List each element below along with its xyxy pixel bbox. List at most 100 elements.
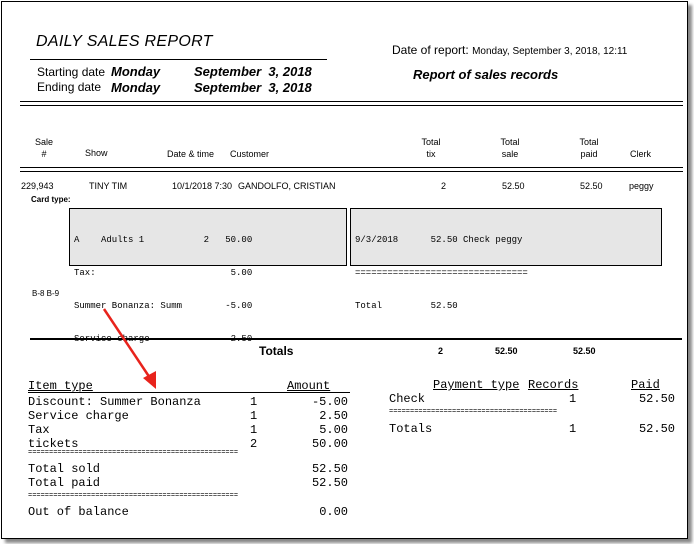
total-sold-row: Total sold 52.50 [28, 462, 350, 476]
report-subtitle: Report of sales records [413, 67, 559, 82]
record-paid: 52.50 [580, 181, 603, 191]
item-summary-row: Tax 1 5.00 [28, 423, 350, 437]
header-rule-bottom [20, 105, 683, 106]
total-sold-value: 52.50 [311, 462, 348, 476]
payment-summary-header: Payment type Records Paid [389, 378, 677, 394]
title-rule [30, 59, 327, 60]
items-box: A Adults 1 2 50.00 Tax: 5.00 Summer Bona… [69, 208, 347, 344]
col-sale-line2: # [41, 149, 47, 159]
arrow-shaft [102, 308, 154, 382]
total-paid-value: 52.50 [311, 476, 348, 490]
payment-totals-records: 1 [569, 422, 577, 436]
item-summary-row: tickets 2 50.00 [28, 437, 350, 451]
col-total-paid-line1: Total [579, 137, 599, 147]
payment-paid: 52.50 [638, 392, 675, 406]
item-count: 1 [250, 395, 258, 409]
item-count: 1 [250, 423, 258, 437]
out-of-balance-value: 0.00 [319, 505, 348, 519]
item-separator-2: ========================================… [28, 492, 239, 500]
item-name: Service charge [28, 409, 129, 423]
ending-date: September 3, 2018 [194, 80, 312, 95]
payment-summary-row: Check 1 52.50 [389, 392, 677, 406]
report-page [1, 1, 688, 539]
col-date-time: Date & time [167, 149, 215, 159]
payment-totals-row: Totals 1 52.50 [389, 422, 677, 436]
item-name: tickets [28, 437, 79, 451]
payment-line: ================================ [355, 268, 528, 278]
record-tix: 2 [441, 181, 447, 191]
item-amount: 2.50 [319, 409, 348, 423]
ending-date-label: Ending date [37, 80, 102, 94]
total-paid-row: Total paid 52.50 [28, 476, 350, 490]
payments-list: 9/3/2018 52.50 Check peggy =============… [351, 209, 661, 334]
col-sale: Sale # [32, 136, 56, 160]
col-total-paid: Total paid [574, 136, 604, 160]
col-total-tix: Total tix [416, 136, 446, 160]
item-count: 2 [250, 437, 258, 451]
col-customer: Customer [230, 149, 270, 159]
payments-box: 9/3/2018 52.50 Check peggy =============… [350, 208, 662, 311]
total-sold-label: Total sold [28, 462, 101, 476]
item-type-heading: Item type [28, 379, 93, 393]
item-summary-header: Item type Amount [28, 379, 350, 395]
item-amount: 5.00 [319, 423, 348, 437]
payment-separator: ======================================== [389, 408, 558, 416]
col-show: Show [85, 148, 108, 158]
seat-numbers: B-8 B-9 [32, 289, 60, 298]
report-title: DAILY SALES REPORT [36, 33, 213, 50]
record-clerk: peggy [629, 181, 654, 191]
item-summary-header-rule [28, 392, 350, 393]
totals-sale: 52.50 [495, 346, 518, 356]
payment-totals-label: Totals [389, 422, 433, 436]
col-total-sale: Total sale [495, 136, 525, 160]
annotation-arrow [102, 308, 156, 389]
header-rule-top [20, 101, 683, 102]
amount-heading: Amount [287, 379, 331, 393]
item-summary-row: Service charge 1 2.50 [28, 409, 350, 423]
out-of-balance-label: Out of balance [28, 505, 129, 519]
totals-label: Totals [259, 344, 294, 358]
col-total-sale-line1: Total [500, 137, 520, 147]
date-of-report-value: Monday, September 3, 2018, 12:11 [472, 46, 628, 57]
item-line: Tax: 5.00 [74, 268, 253, 278]
starting-day: Monday [111, 64, 161, 79]
payment-type: Check [389, 392, 426, 406]
payment-type-heading: Payment type [433, 378, 520, 392]
paid-heading: Paid [631, 378, 660, 392]
payment-line: 9/3/2018 52.50 Check peggy [355, 235, 523, 245]
col-total-sale-line2: sale [501, 149, 519, 159]
item-line: Summer Bonanza: Summ -5.00 [74, 301, 253, 311]
item-name: Discount: Summer Bonanza [28, 395, 201, 409]
item-summary-rows: Discount: Summer Bonanza 1 -5.00 Service… [28, 395, 350, 451]
column-rule-top [20, 167, 683, 168]
payment-totals-paid: 52.50 [638, 422, 675, 436]
item-amount: 50.00 [311, 437, 348, 451]
column-rule-bottom [20, 171, 683, 172]
out-of-balance-row: Out of balance 0.00 [28, 505, 350, 519]
payment-line: Total 52.50 [355, 301, 458, 311]
total-paid-label: Total paid [28, 476, 101, 490]
starting-date: September 3, 2018 [194, 64, 312, 79]
item-separator-1: ========================================… [28, 449, 239, 457]
date-of-report: Date of report: Monday, September 3, 201… [392, 43, 627, 57]
date-of-report-label: Date of report: [392, 43, 469, 57]
col-total-tix-line2: tix [426, 149, 436, 159]
item-summary-row: Discount: Summer Bonanza 1 -5.00 [28, 395, 350, 409]
payment-records: 1 [569, 392, 577, 406]
item-amount: -5.00 [311, 395, 348, 409]
totals-rule [30, 338, 682, 340]
item-count: 1 [250, 409, 258, 423]
card-type-label: Card type: [31, 195, 71, 204]
item-name: Tax [28, 423, 50, 437]
totals-tix: 2 [438, 346, 444, 356]
record-sale-number: 229,943 [21, 181, 54, 191]
record-customer: GANDOLFO, CRISTIAN [238, 181, 336, 191]
col-total-tix-line1: Total [421, 137, 441, 147]
arrow-head [143, 371, 156, 389]
starting-date-label: Starting date [37, 65, 106, 79]
col-total-paid-line2: paid [580, 149, 598, 159]
col-sale-line1: Sale [34, 137, 53, 147]
record-sale: 52.50 [502, 181, 525, 191]
totals-paid: 52.50 [573, 346, 596, 356]
col-clerk: Clerk [630, 149, 652, 159]
